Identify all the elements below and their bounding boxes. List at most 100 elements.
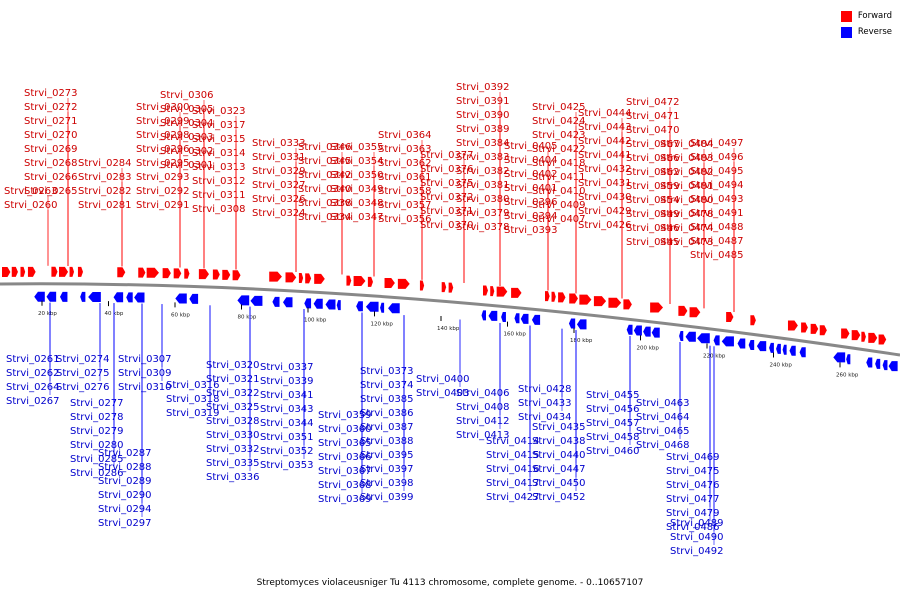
reverse-gene-label: Strvi_0452 [532, 492, 586, 503]
reverse-gene-arrow [514, 313, 520, 324]
forward-gene-label: Strvi_0392 [456, 82, 510, 93]
forward-gene-arrow [367, 276, 373, 287]
forward-gene-label: Strvi_0379 [456, 208, 510, 219]
reverse-gene-label: Strvi_0450 [532, 478, 586, 489]
forward-gene-label: Strvi_0302 [160, 146, 214, 157]
forward-gene-arrow [496, 286, 508, 297]
reverse-gene-label: Strvi_0475 [666, 466, 720, 477]
reverse-gene-label: Strvi_0261 [6, 354, 60, 365]
forward-gene-label: Strvi_0357 [378, 200, 432, 211]
reverse-gene-label: Strvi_0385 [360, 394, 414, 405]
forward-gene-label: Strvi_0470 [626, 125, 680, 136]
reverse-gene-label: Strvi_0387 [360, 422, 414, 433]
forward-gene-arrow [117, 267, 126, 278]
forward-gene-label: Strvi_0362 [378, 158, 432, 169]
reverse-gene-arrow [488, 310, 498, 321]
reverse-gene-label: Strvi_0339 [260, 376, 314, 387]
forward-gene-label: Strvi_0293 [136, 172, 190, 183]
forward-gene-label: Strvi_0390 [456, 110, 510, 121]
reverse-gene-label: Strvi_0320 [206, 360, 260, 371]
forward-gene-label: Strvi_0315 [192, 134, 246, 145]
reverse-gene-label: Strvi_0417 [486, 478, 540, 489]
reverse-gene-arrow [481, 310, 487, 321]
reverse-gene-label: Strvi_0351 [260, 432, 314, 443]
reverse-gene-label: Strvi_0456 [586, 404, 640, 415]
axis-tick-label: 140 kbp [437, 326, 460, 332]
reverse-gene-label: Strvi_0307 [118, 354, 172, 365]
forward-gene-label: Strvi_0340 [298, 184, 352, 195]
axis-tick-label: 200 kbp [637, 345, 660, 351]
forward-gene-label: Strvi_0317 [192, 120, 246, 131]
forward-gene-label: Strvi_0266 [24, 172, 78, 183]
forward-gene-label: Strvi_0381 [456, 180, 510, 191]
forward-gene-arrow [569, 293, 578, 304]
forward-gene-label: Strvi_0370 [420, 220, 474, 231]
forward-gene-label: Strvi_0298 [136, 130, 190, 141]
forward-gene-label: Strvi_0487 [690, 236, 744, 247]
forward-gene-arrow [551, 291, 556, 302]
reverse-gene-arrow [737, 338, 746, 349]
reverse-gene-label: Strvi_0310 [118, 382, 172, 393]
chromosome-backbone [0, 282, 900, 357]
reverse-gene-label: Strvi_0279 [70, 426, 124, 437]
reverse-gene-label: Strvi_0479 [666, 508, 720, 519]
forward-gene-arrow [841, 328, 850, 339]
forward-gene-arrow [11, 266, 18, 277]
forward-gene-label: Strvi_0355 [330, 142, 384, 153]
forward-gene-label: Strvi_0301 [160, 160, 214, 171]
forward-gene-label: Strvi_0396 [504, 197, 558, 208]
reverse-gene-arrow [643, 326, 651, 337]
reverse-gene-label: Strvi_0264 [6, 382, 60, 393]
reverse-gene-label: Strvi_0318 [166, 394, 220, 405]
reverse-gene-label: Strvi_0360 [318, 424, 372, 435]
forward-gene-label: Strvi_0361 [378, 172, 432, 183]
forward-gene-label: Strvi_0488 [690, 222, 744, 233]
reverse-gene-arrow [651, 327, 660, 338]
reverse-gene-arrow [782, 344, 787, 355]
forward-gene-arrow [162, 268, 171, 279]
forward-gene-arrow [77, 266, 84, 277]
axis-tick-label: 160 kbp [504, 332, 527, 338]
reverse-gene-label: Strvi_0440 [532, 450, 586, 461]
legend-forward-label: Forward [857, 11, 892, 21]
reverse-gene-arrow [356, 301, 363, 312]
forward-gene-arrow [544, 291, 550, 302]
forward-gene-label: Strvi_0432 [578, 164, 632, 175]
forward-gene-label: Strvi_0401 [504, 183, 558, 194]
reverse-gene-label: Strvi_0492 [670, 546, 724, 557]
forward-gene-label: Strvi_0410 [532, 186, 586, 197]
forward-gene-label: Strvi_0443 [578, 122, 632, 133]
forward-gene-arrow [593, 296, 607, 307]
forward-gene-label: Strvi_0313 [192, 162, 246, 173]
forward-gene-label: Strvi_0329 [252, 166, 306, 177]
reverse-gene-arrow [846, 354, 851, 365]
forward-gene-label: Strvi_0334 [298, 212, 352, 223]
reverse-gene-label: Strvi_0280 [70, 440, 124, 451]
reverse-gene-label: Strvi_0465 [636, 426, 690, 437]
forward-gene-label: Strvi_0481 [660, 181, 714, 192]
reverse-gene-label: Strvi_0321 [206, 374, 260, 385]
forward-gene-arrow [20, 266, 26, 277]
forward-gene-arrow [305, 273, 312, 284]
reverse-gene-arrow [88, 291, 101, 302]
forward-gene-label: Strvi_0497 [690, 138, 744, 149]
reverse-gene-arrow [756, 341, 767, 352]
forward-gene-label: Strvi_0326 [252, 194, 306, 205]
forward-gene-label: Strvi_0342 [298, 170, 352, 181]
forward-gene-arrow [801, 322, 808, 333]
forward-gene-label: Strvi_0466 [626, 153, 680, 164]
reverse-gene-label: Strvi_0336 [206, 472, 260, 483]
forward-gene-label: Strvi_0441 [578, 150, 632, 161]
axis-tick-label: 220 kbp [703, 353, 726, 359]
reverse-gene-label: Strvi_0344 [260, 418, 314, 429]
reverse-gene-label: Strvi_0343 [260, 404, 314, 415]
reverse-gene-label: Strvi_0463 [636, 398, 690, 409]
forward-gene-label: Strvi_0306 [160, 90, 214, 101]
axis-tick-label: 100 kbp [304, 318, 327, 324]
reverse-gene-arrow [875, 358, 881, 369]
reverse-gene-label: Strvi_0464 [636, 412, 690, 423]
forward-gene-label: Strvi_0273 [24, 88, 78, 99]
forward-gene-arrow [490, 286, 495, 297]
forward-gene-label: Strvi_0345 [298, 156, 352, 167]
